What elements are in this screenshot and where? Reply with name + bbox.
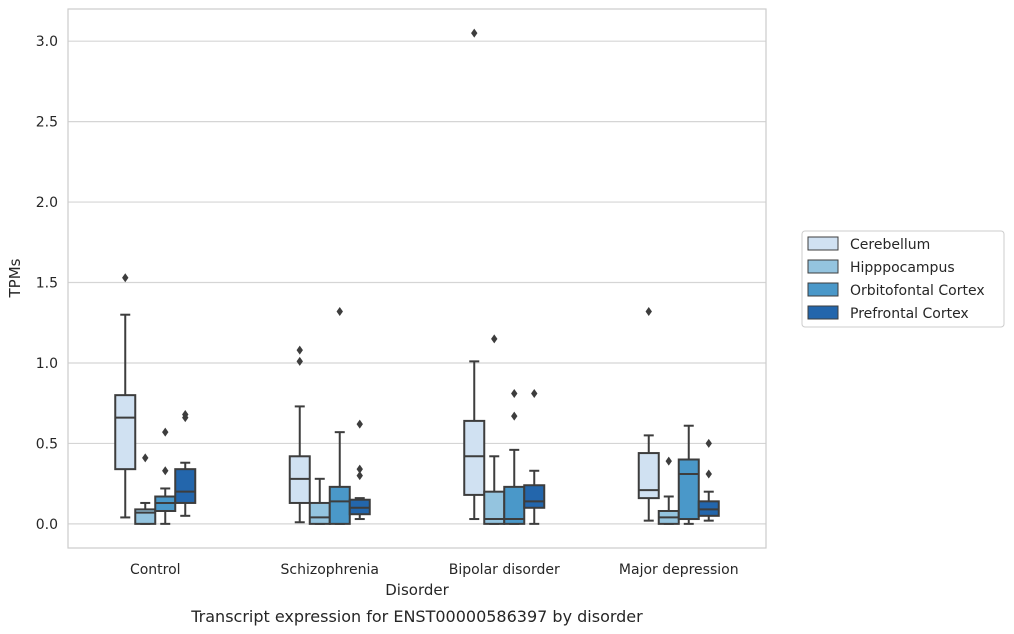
- box-iqr: [677, 458, 700, 521]
- box-hipppocampus: [134, 453, 157, 525]
- box-iqr: [134, 508, 157, 525]
- outlier-point: [705, 438, 712, 448]
- legend-swatch: [807, 259, 839, 274]
- box-iqr: [523, 484, 546, 509]
- y-tick-label: 2.5: [36, 115, 58, 131]
- box-iqr: [637, 452, 660, 500]
- legend-label: Orbitofontal Cortex: [850, 283, 985, 299]
- x-tick-label: Control: [130, 562, 181, 578]
- outlier-point: [356, 419, 363, 429]
- legend-label: Hipppocampus: [850, 260, 955, 276]
- box-iqr: [328, 485, 351, 525]
- outlier-point: [162, 427, 169, 437]
- plot-frame: [67, 8, 767, 549]
- box-prefrontal-cortex: [348, 419, 371, 521]
- y-axis-ticks: 0.0 0.5 1.0 1.5 2.0 2.5 3.0: [36, 34, 58, 533]
- box-orbitofontal-cortex: [677, 424, 700, 525]
- y-tick-label: 1.0: [36, 356, 58, 372]
- legend-label: Prefrontal Cortex: [850, 306, 969, 322]
- box-hipppocampus: [483, 334, 506, 525]
- box-prefrontal-cortex: [174, 409, 197, 517]
- box-orbitofontal-cortex: [328, 306, 351, 525]
- outlier-point: [705, 469, 712, 479]
- outlier-point: [142, 453, 149, 463]
- box-iqr: [114, 394, 137, 471]
- box-iqr: [174, 468, 197, 504]
- legend: Cerebellum Hipppocampus Orbitofontal Corte…: [801, 230, 1005, 328]
- outlier-point: [356, 464, 363, 474]
- y-tick-label: 3.0: [36, 34, 58, 50]
- box-cerebellum: [114, 273, 137, 519]
- box-cerebellum: [637, 306, 660, 522]
- legend-swatch: [807, 282, 839, 297]
- outlier-point: [336, 306, 343, 316]
- chart-caption: Transcript expression for ENST0000058639…: [190, 607, 643, 626]
- box-cerebellum: [463, 28, 486, 521]
- outlier-point: [296, 345, 303, 355]
- legend-frame: [801, 230, 1005, 328]
- outlier-point: [162, 466, 169, 476]
- legend-swatch: [807, 236, 839, 251]
- box-cerebellum: [288, 345, 311, 524]
- outlier-point: [645, 306, 652, 316]
- outlier-point: [531, 389, 538, 399]
- x-tick-label: Bipolar disorder: [449, 562, 560, 578]
- x-tick-label: Major depression: [619, 562, 739, 578]
- box-prefrontal-cortex: [523, 389, 546, 525]
- box-plot-groups: [114, 28, 720, 525]
- y-tick-label: 2.0: [36, 195, 58, 211]
- outlier-point: [182, 413, 189, 423]
- outlier-point: [471, 28, 478, 38]
- x-tick-label: Schizophrenia: [281, 562, 379, 578]
- grid-lines: [68, 40, 766, 525]
- outlier-point: [491, 334, 498, 344]
- box-orbitofontal-cortex: [503, 389, 526, 525]
- y-axis-label: TPMs: [6, 258, 24, 298]
- legend-swatch: [807, 305, 839, 320]
- x-axis-label: Disorder: [385, 581, 449, 599]
- outlier-point: [511, 389, 518, 399]
- box-hipppocampus: [657, 456, 680, 525]
- x-axis-ticks: Control Schizophrenia Bipolar disorder Majo…: [130, 562, 739, 578]
- y-tick-label: 0.0: [36, 517, 58, 533]
- outlier-point: [296, 356, 303, 366]
- box-iqr: [308, 501, 331, 525]
- box-iqr: [463, 419, 486, 496]
- y-tick-label: 1.5: [36, 276, 58, 292]
- outlier-point: [122, 273, 129, 283]
- legend-label: Cerebellum: [850, 237, 930, 253]
- box-hipppocampus: [308, 477, 331, 525]
- outlier-point: [356, 471, 363, 481]
- y-tick-label: 0.5: [36, 436, 58, 452]
- outlier-point: [665, 456, 672, 466]
- outlier-point: [511, 411, 518, 421]
- box-orbitofontal-cortex: [154, 427, 177, 525]
- box-prefrontal-cortex: [697, 438, 720, 522]
